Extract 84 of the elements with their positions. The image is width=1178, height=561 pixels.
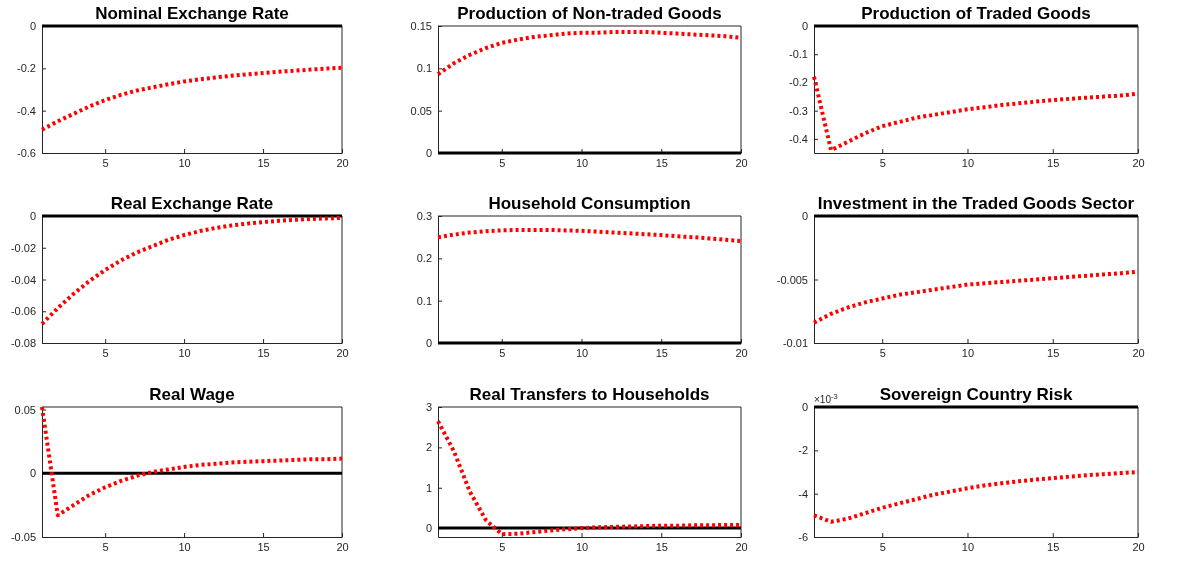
y-tick-label: -0.005: [776, 273, 808, 286]
text: ×10$^{-3}$: [814, 391, 838, 405]
x-tick-label: 10: [961, 156, 975, 169]
chart-title: Production of Traded Goods: [861, 4, 1091, 23]
y-tick-label: -0.06: [10, 305, 36, 318]
y-tick-label: 0.05: [14, 403, 36, 416]
x-tick-label: 20: [1132, 346, 1145, 359]
x-tick-label: 10: [178, 156, 191, 169]
y-tick-label: 1: [425, 481, 432, 494]
y-tick-label: -0.08: [10, 337, 36, 350]
y-tick-label: -0.1: [789, 48, 808, 61]
x-tick-label: 10: [178, 346, 191, 359]
y-tick-label: 0: [425, 522, 432, 535]
y-tick-label: 0: [801, 401, 808, 414]
y-tick-label: -0.02: [10, 241, 36, 254]
x-tick-label: 15: [257, 346, 270, 359]
x-tick-label: 20: [336, 540, 349, 553]
y-tick-label: 0: [425, 337, 432, 350]
chart-title: Production of Non-traded Goods: [457, 4, 722, 23]
x-tick-label: 5: [879, 346, 886, 359]
y-tick-label: 0.1: [416, 294, 432, 307]
line-series: [436, 227, 743, 243]
x-tick-label: 10: [178, 540, 191, 553]
y-tick-label: 0: [801, 210, 808, 223]
x-tick-label: 15: [1047, 156, 1060, 169]
x-tick-label: 5: [499, 540, 506, 553]
chart-title: Real Transfers to Households: [469, 385, 710, 404]
x-tick-label: 5: [102, 156, 109, 169]
x-tick-label: 20: [336, 346, 349, 359]
y-tick-label: -6: [798, 531, 808, 544]
y-tick-label: 2: [425, 441, 432, 454]
x-tick-label: 15: [655, 156, 668, 169]
x-tick-label: 20: [735, 540, 748, 553]
x-tick-label: 5: [499, 346, 506, 359]
y-tick-label: 0.05: [410, 104, 432, 117]
x-tick-label: 20: [1132, 156, 1145, 169]
y-tick-label: -0.4: [17, 104, 36, 117]
line-series: [40, 65, 344, 132]
x-tick-label: 10: [575, 346, 589, 359]
x-tick-label: 5: [102, 346, 109, 359]
y-tick-label: -0.3: [789, 104, 808, 117]
y-tick-label: -0.2: [789, 76, 808, 89]
x-tick-label: 5: [879, 540, 886, 553]
y-tick-label: 0: [801, 20, 808, 33]
x-tick-label: 5: [499, 156, 506, 169]
y-tick-label: -0.04: [10, 273, 36, 286]
chart-title: Real Exchange Rate: [110, 194, 274, 213]
x-tick-label: 15: [1047, 540, 1060, 553]
chart-title: Investment in the Traded Goods Sector: [817, 194, 1135, 213]
y-tick-label: 0.2: [416, 252, 432, 265]
x-tick-label: 5: [879, 156, 886, 169]
y-tick-label: -0.05: [10, 531, 36, 544]
x-tick-label: 15: [257, 156, 270, 169]
x-tick-label: 5: [102, 540, 109, 553]
x-tick-label: 20: [1132, 540, 1145, 553]
x-tick-label: 15: [1047, 346, 1060, 359]
x-tick-label: 10: [575, 540, 589, 553]
y-tick-label: -2: [798, 444, 808, 457]
y-tick-label: -0.2: [17, 62, 36, 75]
chart-title: Household Consumption: [488, 194, 691, 213]
x-tick-label: 15: [655, 540, 668, 553]
y-tick-label: -0.6: [17, 147, 36, 160]
x-tick-label: 10: [961, 540, 975, 553]
y-tick-label: -0.4: [789, 132, 808, 145]
y-tick-label: 3: [425, 401, 432, 414]
y-tick-label: 0.15: [410, 20, 432, 33]
chart-title: Nominal Exchange Rate: [95, 4, 289, 23]
y-tick-label: 0.3: [416, 210, 432, 223]
y-tick-label: 0: [425, 147, 432, 160]
y-tick-label: 0: [29, 467, 36, 480]
chart-title: Real Wage: [149, 385, 235, 404]
y-tick-label: -4: [798, 487, 808, 500]
chart-title: Sovereign Country Risk: [879, 385, 1073, 404]
x-tick-label: 20: [336, 156, 349, 169]
y-tick-label: 0: [29, 210, 36, 223]
x-tick-label: 15: [257, 540, 270, 553]
x-tick-label: 15: [655, 346, 668, 359]
x-tick-label: 10: [575, 156, 589, 169]
x-tick-label: 20: [735, 156, 748, 169]
y-tick-label: 0: [29, 20, 36, 33]
x-tick-label: 10: [961, 346, 975, 359]
y-tick-label: 0.1: [416, 62, 432, 75]
y-tick-label: -0.01: [782, 337, 808, 350]
x-tick-label: 20: [735, 346, 748, 359]
